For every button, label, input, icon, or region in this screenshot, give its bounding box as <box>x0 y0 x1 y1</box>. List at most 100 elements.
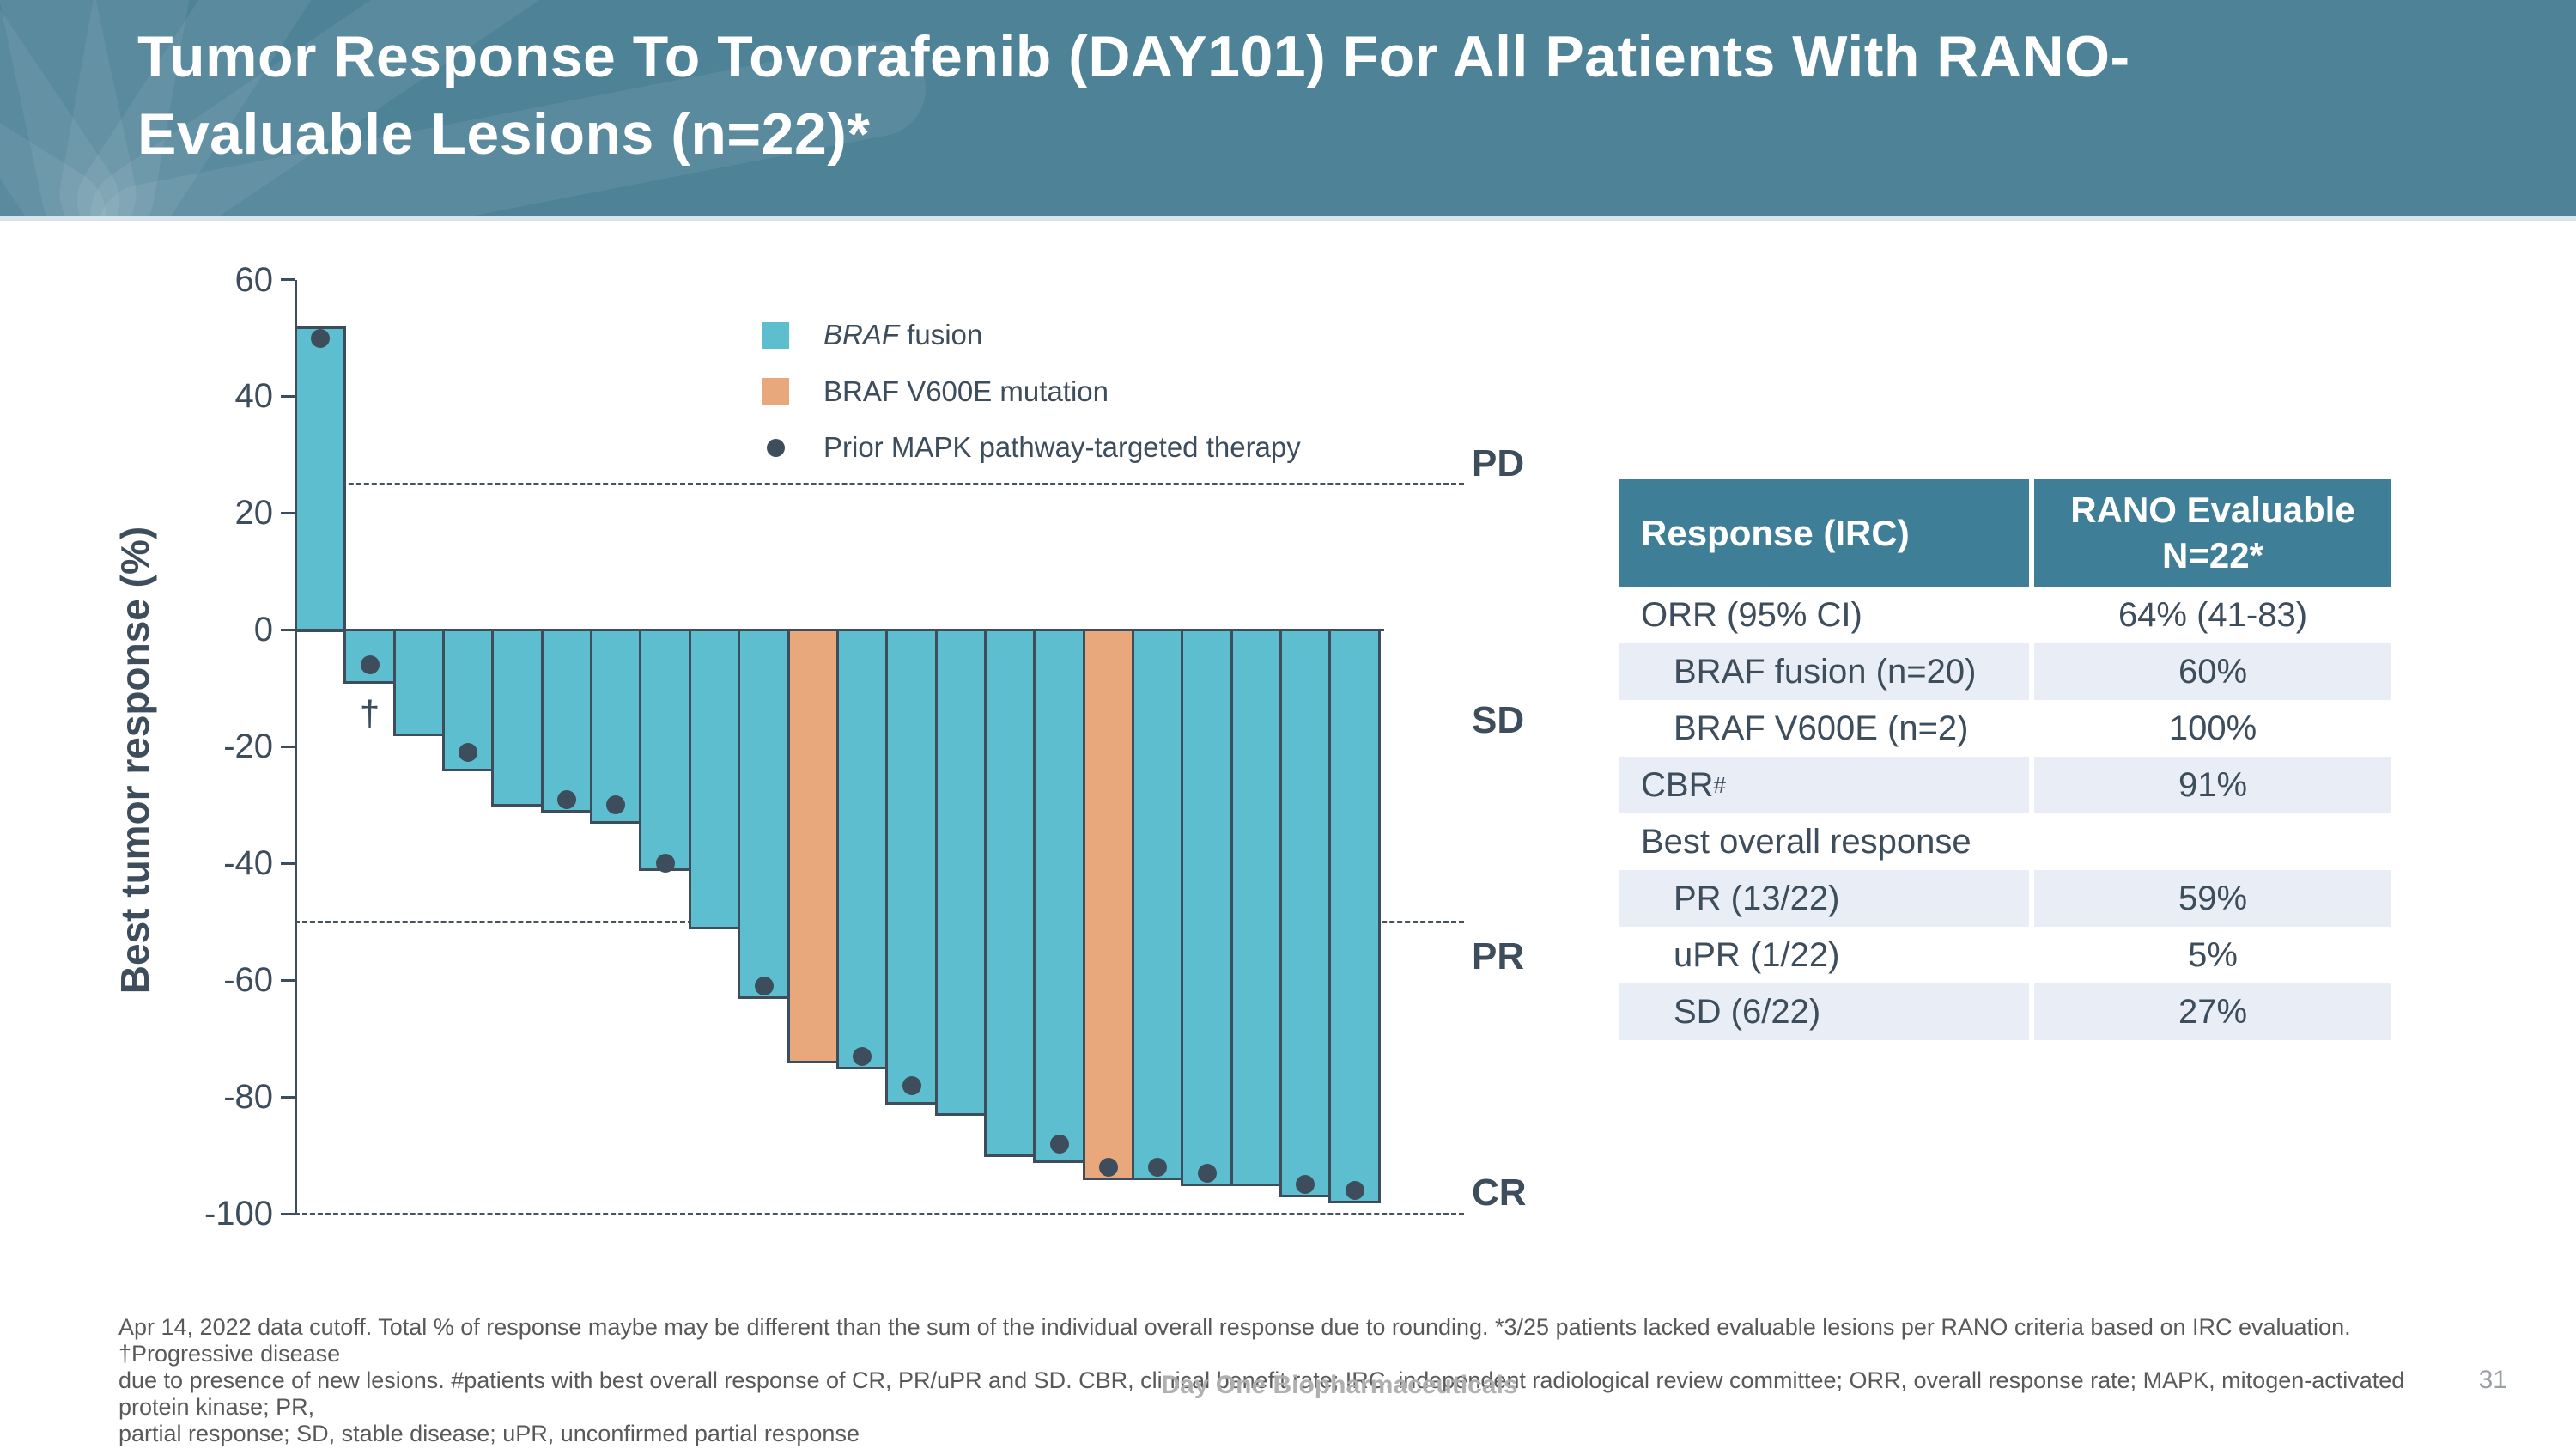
table-row: Best overall response <box>1619 813 2397 870</box>
y-tick-label: -100 <box>204 1195 273 1233</box>
page-number: 31 <box>2478 1366 2507 1394</box>
y-tick-label: 40 <box>234 377 274 416</box>
fusion-swatch <box>762 321 789 349</box>
prior-mapk-dot <box>754 977 774 996</box>
plot-area: 60 40 20 0 -20 -40 -60 -80 -100 PD SD PR CR † <box>0 216 1546 1333</box>
bar-patient-9 <box>689 628 740 929</box>
bar-patient-10 <box>738 628 790 1000</box>
y-tick-label: 20 <box>234 494 274 533</box>
y-tick-mark <box>281 1212 295 1215</box>
table-cell-value: 100% <box>2168 709 2257 747</box>
table-row: SD (6/22) 27% <box>1619 983 2397 1040</box>
bar-patient-6 <box>541 628 592 813</box>
bar-patient-20 <box>1230 628 1282 1186</box>
table-cell-label: BRAF V600E (n=2) <box>1674 709 1969 747</box>
prior-mapk-dot <box>1099 1157 1118 1177</box>
table-cell-value: 64% (41-83) <box>2117 595 2308 634</box>
bar-patient-8 <box>639 628 691 871</box>
table-cell-value: 59% <box>2034 870 2391 927</box>
y-tick-label: 0 <box>253 611 273 649</box>
y-tick-label: -20 <box>223 728 273 766</box>
y-tick-mark <box>281 511 295 514</box>
bar-patient-11 <box>787 628 839 1063</box>
prior-mapk-dot <box>853 1046 872 1066</box>
bar-patient-5 <box>491 628 544 807</box>
bar-patient-22 <box>1328 628 1381 1204</box>
prior-mapk-dot <box>1345 1181 1364 1200</box>
table-cell-value: 27% <box>2034 983 2391 1040</box>
y-tick-mark <box>281 978 295 982</box>
legend-label: BRAF fusion <box>823 319 983 350</box>
table-row: CBR #91% <box>1619 757 2397 813</box>
prior-mapk-dot <box>459 743 477 763</box>
y-tick-mark <box>281 628 295 631</box>
table-cell-label: SD (6/22) <box>1619 983 2029 1040</box>
y-tick-label: -80 <box>223 1078 273 1117</box>
bar-patient-16 <box>1033 628 1085 1163</box>
marker-box <box>762 435 789 461</box>
bar-patient-17 <box>1083 628 1134 1180</box>
table-header-response: Response (IRC) <box>1619 479 2029 587</box>
table-row: BRAF V600E (n=2) 100% <box>1619 700 2397 757</box>
table-cell-label: Best overall response <box>1641 822 1971 861</box>
legend-label: BRAF V600E mutation <box>823 374 1109 407</box>
table-cell-value: 60% <box>2034 643 2391 700</box>
legend-label: Prior MAPK pathway-targeted therapy <box>823 431 1301 463</box>
bar-patient-18 <box>1132 628 1183 1180</box>
prior-mapk-dot <box>655 854 675 874</box>
y-tick-mark <box>281 278 295 282</box>
bar-patient-1 <box>295 326 346 633</box>
y-tick-label: -60 <box>223 961 273 1000</box>
prior-mapk-dot <box>1296 1175 1315 1195</box>
legend-item-3: Prior MAPK pathway-targeted therapy <box>762 430 1364 465</box>
table-cell-label: uPR (1/22) <box>1674 935 1840 974</box>
table-cell-label: CBR # <box>1619 757 2029 813</box>
slide-header: Tumor Response To Tovorafenib (DAY101) F… <box>0 0 2576 221</box>
bar-patient-14 <box>935 628 987 1117</box>
page-title: Tumor Response To Tovorafenib (DAY101) F… <box>137 24 2130 167</box>
dagger-annotation: † <box>359 692 380 734</box>
bar-patient-15 <box>984 628 1036 1157</box>
table-row: ORR (95% CI) 64% (41-83) <box>1619 587 2397 643</box>
brand-label: Day One Biopharmaceuticals <box>1161 1371 1518 1399</box>
bar-patient-12 <box>836 628 888 1069</box>
table-body: ORR (95% CI) 64% (41-83) BRAF fusion (n=20… <box>1619 587 2397 1040</box>
response-label-pd: PD <box>1472 441 1525 484</box>
footnote: Apr 14, 2022 data cutoff. Total % of res… <box>118 1314 2405 1446</box>
prior-mapk-dot <box>1148 1157 1167 1177</box>
ref-line-cr <box>295 1212 1464 1215</box>
prior-mapk-dot <box>606 795 625 815</box>
table-cell-value: 5% <box>2188 935 2238 974</box>
prior-mapk-dot <box>557 789 576 809</box>
bar-patient-3 <box>393 628 445 737</box>
bar-patient-19 <box>1181 628 1233 1186</box>
table-row: BRAF fusion (n=20) 60% <box>1619 643 2397 700</box>
mutation-swatch <box>762 378 789 405</box>
y-axis <box>295 279 297 1215</box>
legend-label-italic: BRAF <box>823 319 900 350</box>
table-row: uPR (1/22) 5% <box>1619 927 2397 983</box>
prior-mapk-legend-dot <box>767 438 785 457</box>
y-tick-mark <box>281 745 295 748</box>
prior-mapk-dot <box>902 1075 921 1095</box>
table-row: PR (13/22) 59% <box>1619 870 2397 927</box>
table-cell-label: BRAF fusion (n=20) <box>1619 643 2029 700</box>
zero-baseline <box>295 628 1384 631</box>
table-cell-label: ORR (95% CI) <box>1641 595 1862 634</box>
response-label-pr: PR <box>1472 935 1525 978</box>
waterfall-chart: Best tumor response (%) 60 40 20 0 -20 -40 -60… <box>0 216 1546 1333</box>
table-header-row: Response (IRC) RANO Evaluable N=22* <box>1619 479 2397 587</box>
table-cell-value: 91% <box>2034 757 2391 813</box>
y-tick-label: -40 <box>223 844 273 883</box>
prior-mapk-dot <box>360 655 380 675</box>
y-tick-mark <box>281 861 295 865</box>
bar-patient-21 <box>1279 628 1331 1198</box>
prior-mapk-dot <box>311 328 330 348</box>
response-label-cr: CR <box>1472 1172 1527 1215</box>
bar-patient-7 <box>590 628 641 825</box>
table-cell-label: PR (13/22) <box>1619 870 2029 927</box>
ref-line-pd <box>295 482 1464 485</box>
table-header-rano: RANO Evaluable N=22* <box>2034 479 2391 587</box>
table-cell-value <box>2034 813 2391 870</box>
prior-mapk-dot <box>1197 1163 1217 1183</box>
